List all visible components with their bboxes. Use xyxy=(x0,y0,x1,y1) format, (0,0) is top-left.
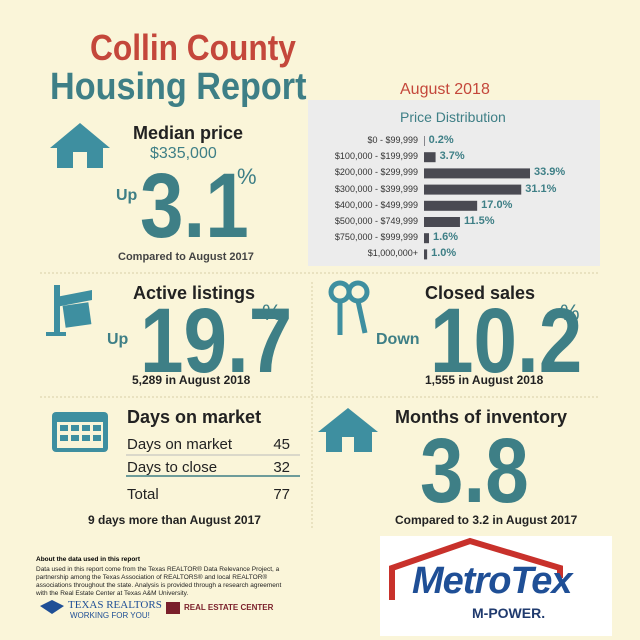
category-label: $400,000 - $499,999 xyxy=(334,199,418,210)
logo-metrotex: MetroTex xyxy=(412,560,573,602)
listings-label: Active listings xyxy=(133,283,256,303)
category-label: $200,000 - $299,999 xyxy=(334,167,418,178)
category-label: $100,000 - $199,999 xyxy=(334,151,418,162)
note: 9 days more than August 2017 xyxy=(88,513,261,527)
median-label: Median price xyxy=(133,123,244,143)
row-label: Total xyxy=(127,486,159,503)
bar xyxy=(424,168,530,179)
value-label: 1.0% xyxy=(431,247,457,260)
change: 10.2 xyxy=(430,290,583,392)
value-label: 1.6% xyxy=(433,231,459,244)
chart-panel xyxy=(308,100,600,266)
house-icon-2 xyxy=(318,408,378,452)
unit: % xyxy=(560,300,580,325)
moi-label: Months of inventory xyxy=(395,407,567,427)
row-label: Days on market xyxy=(127,436,233,453)
dom-label: Days on market xyxy=(127,407,262,427)
dividers xyxy=(40,272,600,530)
title-line1: Collin County xyxy=(90,27,296,68)
category-label: $750,000 - $999,999 xyxy=(334,232,418,243)
bar xyxy=(424,152,436,163)
bar xyxy=(424,200,478,211)
chart-title: Price Distribution xyxy=(400,109,506,125)
direction: Up xyxy=(107,331,129,348)
direction: Up xyxy=(116,187,138,204)
logo-texas: TEXAS REALTORS xyxy=(68,599,162,611)
value-label: 31.1% xyxy=(525,182,557,195)
report-date: August 2018 xyxy=(400,81,490,98)
comparison: Compared to August 2017 xyxy=(118,251,254,263)
change: 3.1 xyxy=(140,155,249,257)
value-label: 11.5% xyxy=(463,215,495,227)
median-price: $335,000 xyxy=(150,145,217,162)
value-label: 3.7% xyxy=(439,150,465,163)
logo-rec: REAL ESTATE CENTER xyxy=(184,603,274,612)
table-rules xyxy=(126,454,300,477)
logo-texas-tag: WORKING FOR YOU! xyxy=(70,611,150,620)
logo-mark xyxy=(40,600,180,614)
category-label: $500,000 - $749,999 xyxy=(334,216,418,226)
unit: % xyxy=(237,164,257,189)
bar xyxy=(424,233,430,244)
sign-icon xyxy=(46,285,92,336)
unit: % xyxy=(262,300,282,325)
sales-label: Closed sales xyxy=(425,283,536,303)
footer-text: Data used in this report come from the T… xyxy=(36,566,282,598)
logo-mpower: M-POWER. xyxy=(472,605,546,621)
row-value: 32 xyxy=(273,459,290,476)
title-line2: Housing Report xyxy=(50,66,307,108)
logo-roof xyxy=(389,537,563,600)
note: Compared to 3.2 in August 2017 xyxy=(395,513,578,527)
category-label: $1,000,000+ xyxy=(367,248,418,259)
change: 19.7 xyxy=(140,290,293,392)
value-label: 17.0% xyxy=(481,198,513,211)
calendar-icon xyxy=(52,412,108,452)
bar xyxy=(424,249,428,260)
logo-box xyxy=(380,536,612,636)
value-label: 33.9% xyxy=(534,166,566,179)
note: 1,555 in August 2018 xyxy=(425,373,544,387)
direction: Down xyxy=(376,331,420,348)
category-label: $0 - $99,999 xyxy=(367,135,418,145)
moi-value: 3.8 xyxy=(420,420,529,522)
bar xyxy=(424,184,522,195)
house-icon xyxy=(50,123,110,168)
footer-heading: About the data used in this report xyxy=(36,556,141,563)
row-label: Days to close xyxy=(127,459,218,476)
bar xyxy=(424,136,425,146)
row-value: 77 xyxy=(273,486,290,503)
note: 5,289 in August 2018 xyxy=(132,373,251,387)
category-label: $300,000 - $399,999 xyxy=(334,183,418,194)
bar xyxy=(424,217,460,227)
keys-icon xyxy=(328,280,370,335)
value-label: 0.2% xyxy=(428,134,454,146)
row-value: 45 xyxy=(273,436,290,453)
